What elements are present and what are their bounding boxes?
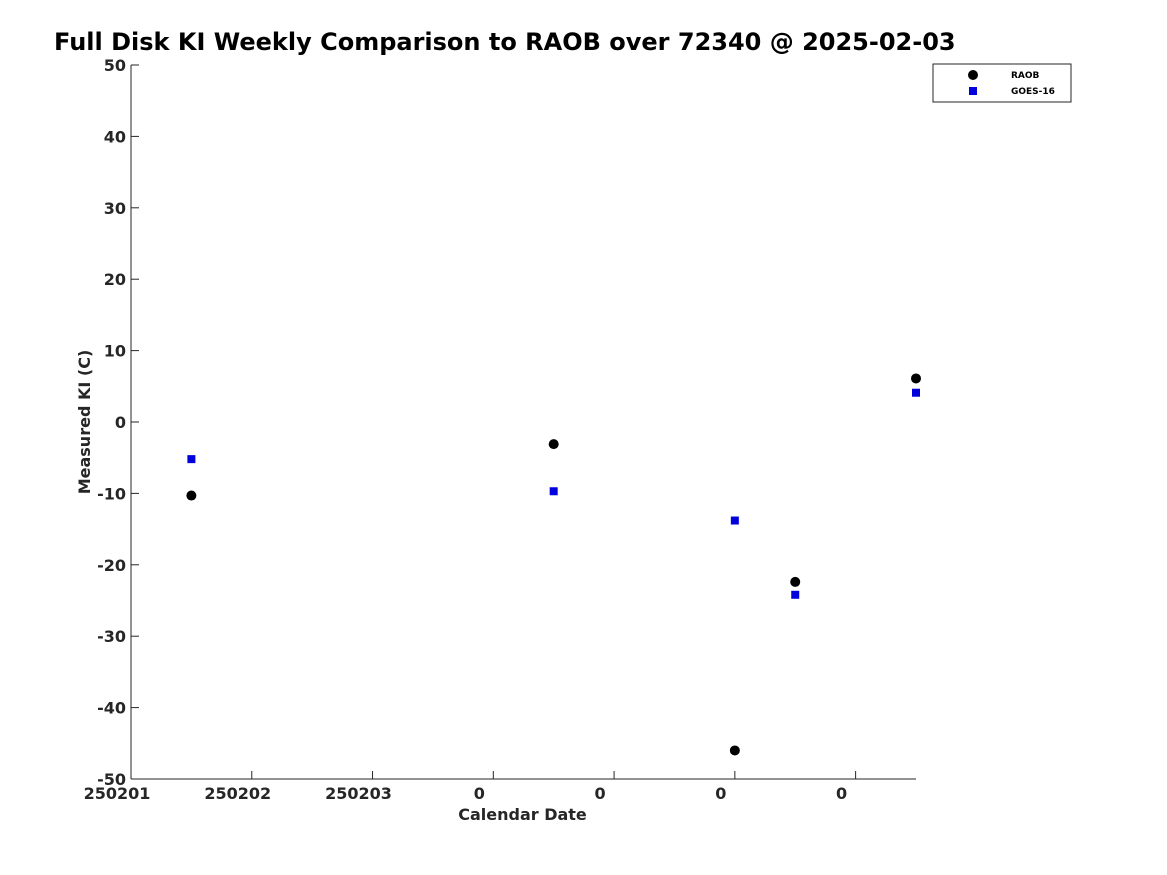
y-axis-label: Measured KI (C) bbox=[75, 350, 94, 495]
legend-box bbox=[932, 63, 1072, 103]
y-tick-label: 0 bbox=[115, 413, 126, 432]
point-goes-16 bbox=[730, 516, 739, 525]
x-tick-label: 0 bbox=[715, 784, 726, 803]
point-raob bbox=[186, 490, 197, 501]
point-raob bbox=[911, 373, 921, 384]
legend: RAOB GOES-16 bbox=[932, 63, 1072, 103]
point-goes-16 bbox=[187, 455, 196, 464]
y-tick-label: 40 bbox=[104, 127, 126, 146]
y-tick-label: -20 bbox=[97, 556, 126, 575]
x-axis-ticks: 250201 250202 250203 0 0 0 0 bbox=[84, 771, 857, 803]
data-points bbox=[186, 373, 921, 756]
point-raob bbox=[790, 576, 801, 587]
x-tick-label: 0 bbox=[595, 784, 606, 803]
y-tick-label: -10 bbox=[97, 484, 126, 503]
y-tick-label: 20 bbox=[104, 270, 126, 289]
y-tick-label: 50 bbox=[104, 56, 126, 75]
x-tick-label: 0 bbox=[836, 784, 847, 803]
y-tick-label: 10 bbox=[104, 342, 126, 361]
x-axis-label: Calendar Date bbox=[458, 805, 587, 824]
y-tick-label: -50 bbox=[97, 770, 126, 789]
legend-label-goes-16: GOES-16 bbox=[1011, 87, 1055, 97]
legend-label-raob: RAOB bbox=[1011, 71, 1040, 81]
y-tick-label: -30 bbox=[97, 627, 126, 646]
point-raob bbox=[729, 745, 740, 756]
y-tick-label: 30 bbox=[104, 199, 126, 218]
x-tick-label: 250202 bbox=[204, 784, 271, 803]
axes bbox=[130, 65, 916, 780]
point-goes-16 bbox=[791, 590, 800, 599]
legend-marker-goes-16 bbox=[969, 87, 977, 95]
y-axis-ticks: -50 -40 -30 -20 -10 0 10 20 30 40 50 bbox=[97, 56, 139, 789]
x-tick-label: 250203 bbox=[325, 784, 392, 803]
point-raob bbox=[548, 439, 559, 450]
point-goes-16 bbox=[912, 388, 920, 397]
point-goes-16 bbox=[549, 487, 558, 496]
legend-marker-raob bbox=[968, 70, 978, 80]
x-tick-label: 250201 bbox=[84, 784, 151, 803]
x-tick-label: 0 bbox=[474, 784, 485, 803]
chart-title: Full Disk KI Weekly Comparison to RAOB o… bbox=[54, 28, 956, 56]
y-tick-label: -40 bbox=[97, 699, 126, 718]
